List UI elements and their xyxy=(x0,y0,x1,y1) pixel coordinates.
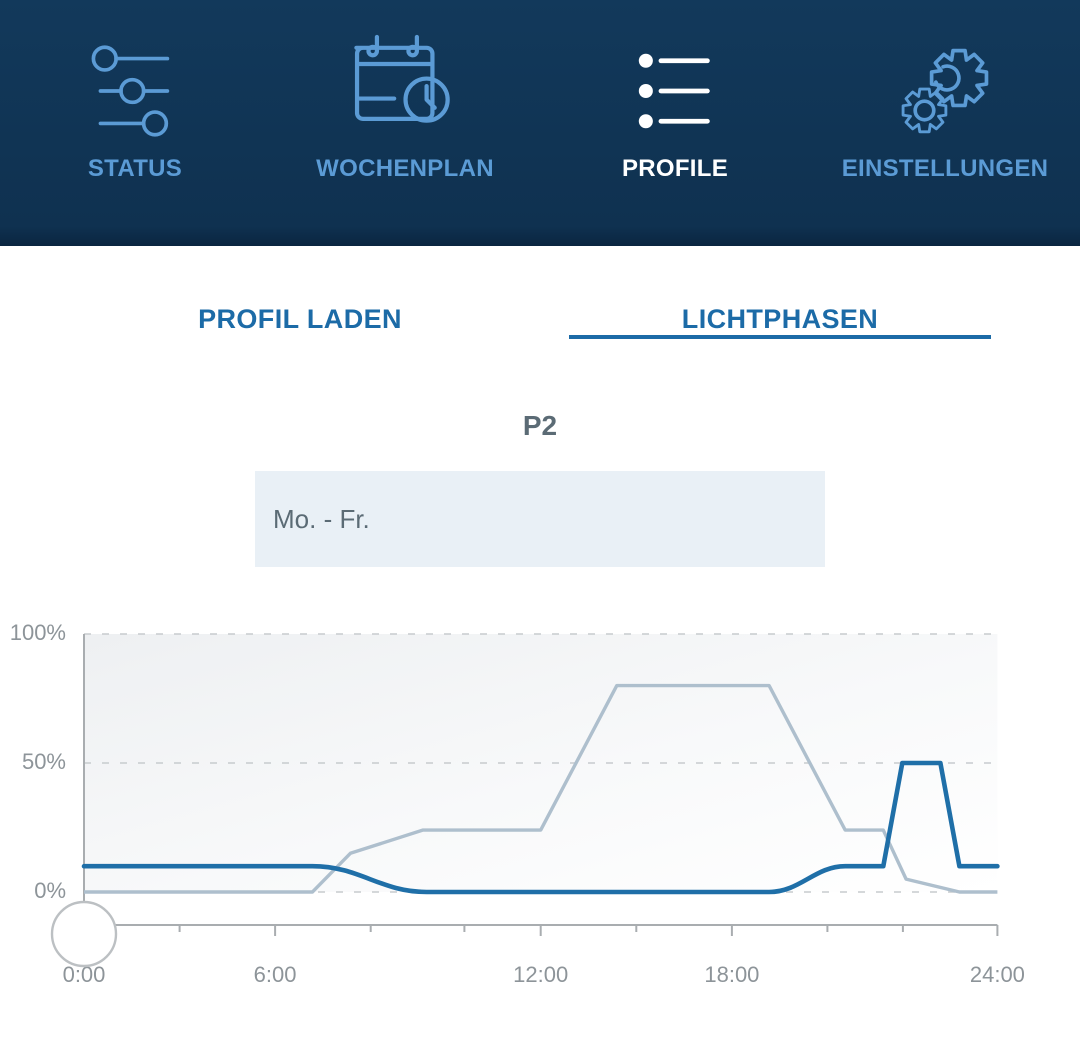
svg-text:12:00: 12:00 xyxy=(513,962,568,987)
svg-text:100%: 100% xyxy=(10,620,66,645)
svg-text:0%: 0% xyxy=(34,878,66,903)
svg-text:24:00: 24:00 xyxy=(970,962,1025,987)
svg-text:50%: 50% xyxy=(22,749,66,774)
svg-text:6:00: 6:00 xyxy=(254,962,297,987)
svg-text:18:00: 18:00 xyxy=(704,962,759,987)
